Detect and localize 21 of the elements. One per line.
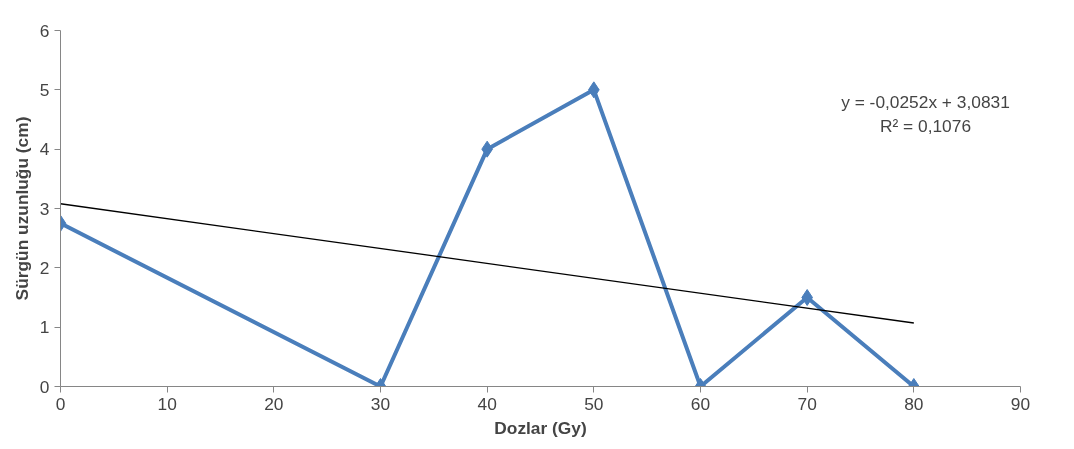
x-tick-label: 40 xyxy=(477,393,497,414)
y-tick-label: 4 xyxy=(39,139,50,160)
x-tick-label: 30 xyxy=(370,393,391,414)
y-tick-label: 3 xyxy=(39,198,50,219)
x-tick-label: 80 xyxy=(904,393,924,414)
y-tick-label: 6 xyxy=(39,20,50,41)
y-tick-label: 5 xyxy=(39,79,50,100)
y-tick-label: 1 xyxy=(39,317,50,338)
x-tick-label: 10 xyxy=(157,393,177,414)
x-tick-label: 60 xyxy=(690,393,711,414)
x-tick-label: 0 xyxy=(55,393,66,414)
x-tick-label: 90 xyxy=(1010,393,1031,414)
y-tick-label: 0 xyxy=(39,376,50,397)
x-tick-label: 20 xyxy=(264,393,284,414)
y-tick-label: 2 xyxy=(39,257,50,278)
x-axis-title: Dozlar (Gy) xyxy=(494,417,587,438)
y-axis-title: Sürgün uzunluğu (cm) xyxy=(11,116,32,301)
annotation: y = -0,0252x + 3,0831 xyxy=(841,91,1010,112)
annotation: R² = 0,1076 xyxy=(879,115,972,136)
x-tick-label: 50 xyxy=(584,393,604,414)
x-tick-label: 70 xyxy=(797,393,817,414)
